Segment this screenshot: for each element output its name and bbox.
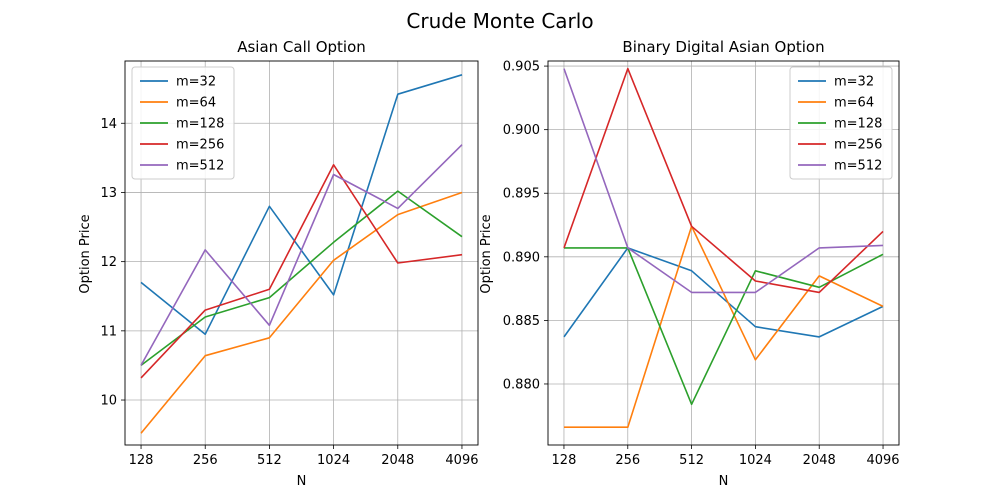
- legend-entry-label: m=64: [834, 96, 874, 111]
- series-line-m-256: [563, 67, 884, 294]
- y-tick-label: 0.900: [503, 123, 540, 138]
- series-line-m-512: [563, 68, 884, 294]
- figure-title: Crude Monte Carlo: [406, 9, 593, 33]
- legend-entry-label: m=256: [176, 138, 224, 153]
- legend-entry-label: m=32: [176, 75, 216, 90]
- binary-digital-asian-subplot: Binary Digital Asian Option N Option Pri…: [479, 38, 900, 489]
- y-tick-label: 13: [100, 186, 117, 201]
- legend: m=32 m=64 m=128 m=256 m=512: [131, 66, 235, 180]
- legend-entry-label: m=256: [834, 138, 882, 153]
- legend-entry-label: m=128: [176, 117, 224, 132]
- series-line-m-64: [140, 191, 463, 434]
- x-tick-label: 128: [129, 453, 154, 468]
- y-tick-label: 0.890: [503, 250, 540, 265]
- y-tick-label: 11: [100, 324, 117, 339]
- legend-entry-label: m=512: [176, 159, 224, 174]
- x-tick-label: 1024: [317, 453, 350, 468]
- legend-entry-label: m=512: [834, 159, 882, 174]
- y-tick-label: 0.885: [503, 314, 540, 329]
- plot-area-frame: [547, 60, 900, 446]
- x-tick-label: 4096: [445, 453, 478, 468]
- y-tick-label: 10: [100, 394, 117, 409]
- legend-entry-label: m=32: [834, 75, 874, 90]
- series-line-m-32: [563, 247, 884, 338]
- x-axis-label: N: [719, 474, 729, 489]
- x-tick-label: 256: [193, 453, 218, 468]
- legend: m=32 m=64 m=128 m=256 m=512: [789, 66, 893, 180]
- x-tick-label: 2048: [803, 453, 836, 468]
- series-line-m-256: [140, 164, 463, 379]
- legend-entry-label: m=128: [834, 117, 882, 132]
- y-tick-label: 12: [100, 255, 117, 270]
- y-tick-label: 14: [100, 117, 117, 132]
- subplot-title: Asian Call Option: [237, 38, 366, 56]
- subplot-title: Binary Digital Asian Option: [622, 38, 824, 56]
- x-axis-label: N: [297, 474, 307, 489]
- y-axis-label: Option Price: [78, 214, 93, 293]
- legend-box: [131, 66, 235, 180]
- x-tick-label: 512: [257, 453, 282, 468]
- asian-call-subplot: Asian Call Option N Option Price 128 256 5…: [78, 38, 479, 489]
- series-line-m-512: [140, 144, 463, 366]
- x-tick-label: 2048: [381, 453, 414, 468]
- x-tick-label: 4096: [866, 453, 899, 468]
- y-tick-label: 0.905: [503, 60, 540, 75]
- x-tick-label: 1024: [739, 453, 772, 468]
- x-tick-label: 128: [552, 453, 577, 468]
- y-axis-label: Option Price: [479, 214, 494, 293]
- x-tick-label: 512: [679, 453, 704, 468]
- x-tick-label: 256: [615, 453, 640, 468]
- legend-box: [789, 66, 893, 180]
- plot-area-frame: [124, 60, 479, 446]
- legend-entry-label: m=64: [176, 96, 216, 111]
- y-tick-label: 0.895: [503, 187, 540, 202]
- y-tick-label: 0.880: [503, 377, 540, 392]
